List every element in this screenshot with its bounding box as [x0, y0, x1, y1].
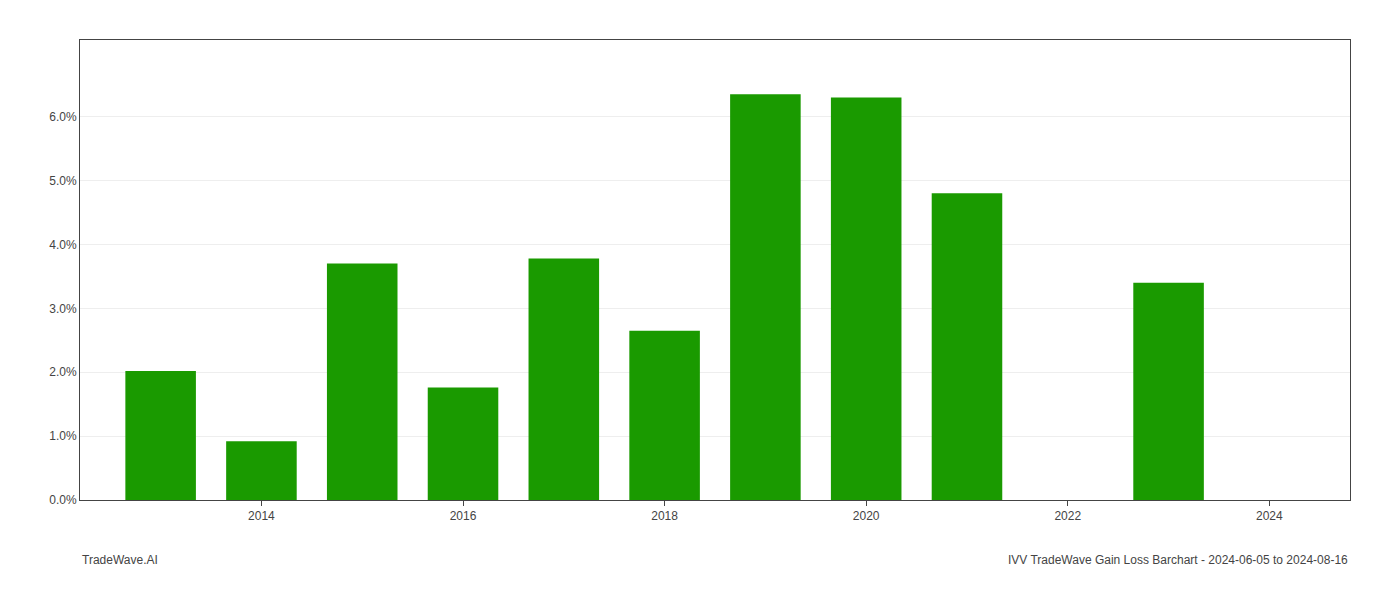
svg-text:2014: 2014 [248, 509, 275, 523]
svg-text:5.0%: 5.0% [49, 174, 77, 188]
svg-text:0.0%: 0.0% [49, 493, 77, 507]
svg-text:2.0%: 2.0% [49, 365, 77, 379]
svg-text:3.0%: 3.0% [49, 302, 77, 316]
svg-text:2020: 2020 [853, 509, 880, 523]
svg-text:2022: 2022 [1054, 509, 1081, 523]
svg-text:2024: 2024 [1256, 509, 1283, 523]
svg-text:2018: 2018 [651, 509, 678, 523]
svg-text:TradeWave.AI: TradeWave.AI [82, 553, 158, 567]
svg-text:4.0%: 4.0% [49, 238, 77, 252]
svg-text:2016: 2016 [450, 509, 477, 523]
svg-text:6.0%: 6.0% [49, 110, 77, 124]
svg-text:IVV TradeWave Gain Loss Barcha: IVV TradeWave Gain Loss Barchart - 2024-… [1008, 553, 1348, 567]
svg-text:1.0%: 1.0% [49, 429, 77, 443]
